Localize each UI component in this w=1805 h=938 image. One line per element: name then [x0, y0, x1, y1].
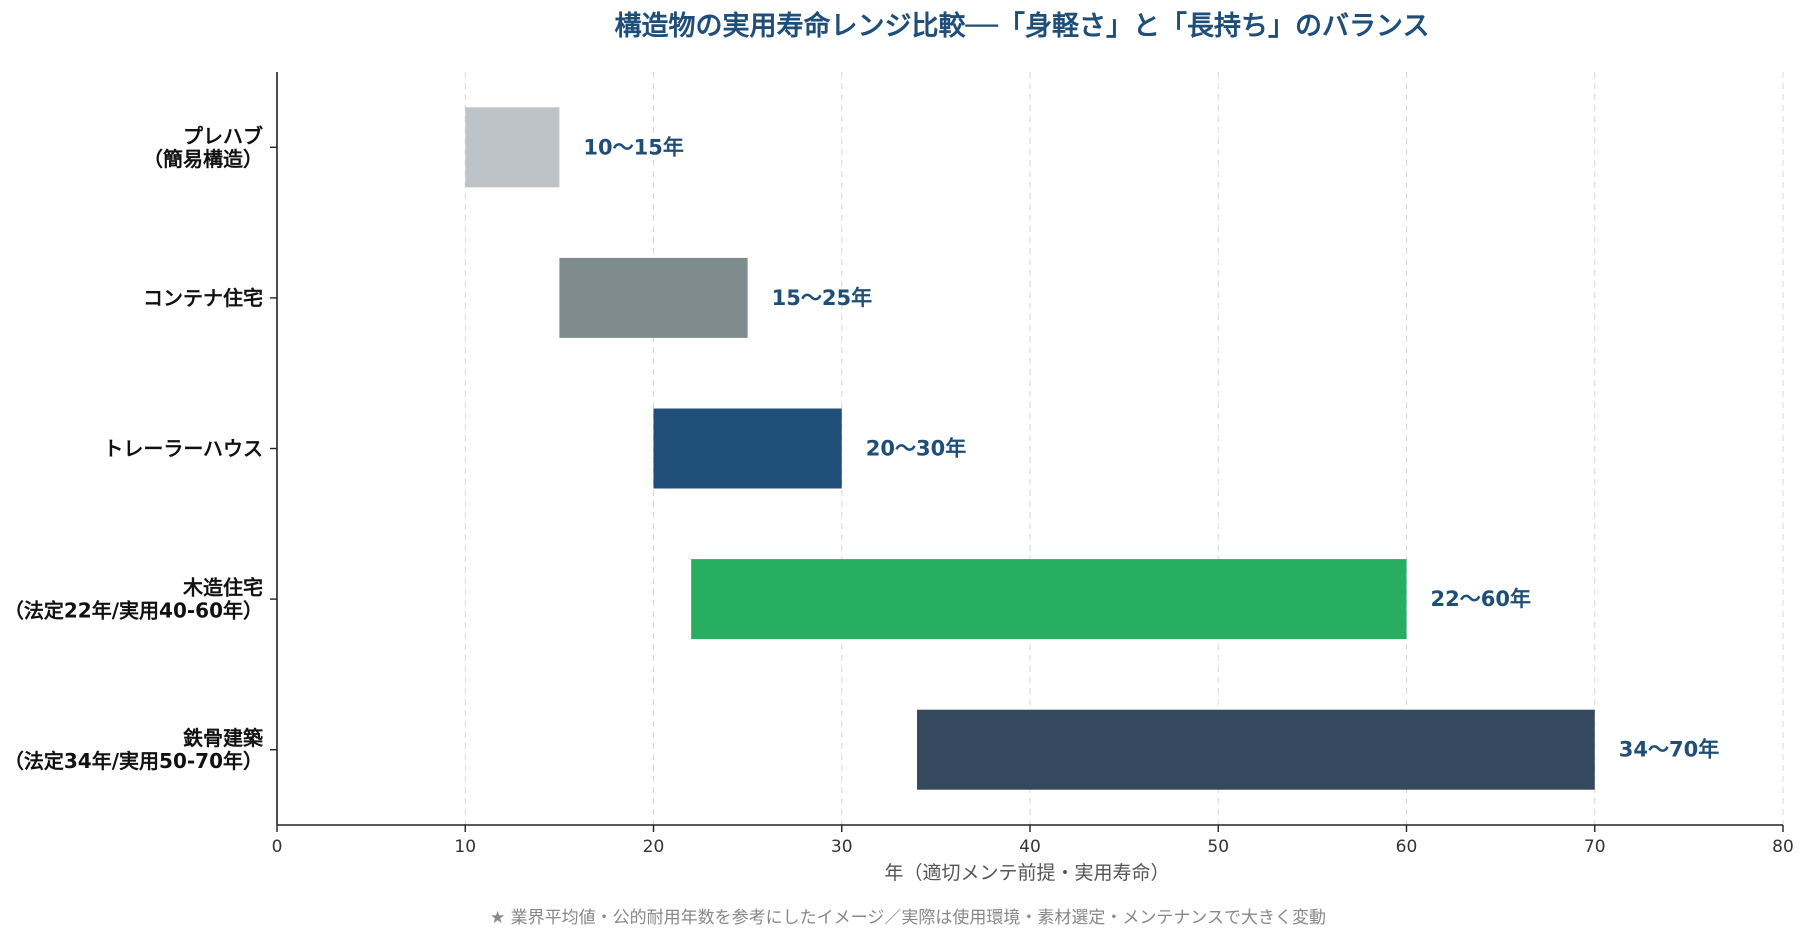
range-bar-1 [559, 257, 748, 338]
category-label-3-1: （法定22年/実用40-60年） [4, 599, 263, 623]
x-tick-label-50: 50 [1207, 837, 1229, 857]
category-label-4-1: （法定34年/実用50-70年） [4, 749, 263, 773]
x-tick-label-60: 60 [1396, 837, 1418, 857]
category-label-0-1: （簡易構造） [143, 147, 263, 171]
x-tick-label-20: 20 [643, 837, 665, 857]
x-tick-label-30: 30 [831, 837, 853, 857]
footnote: ★ 業界平均値・公的耐用年数を参考にしたイメージ／実際は使用環境・素材選定・メン… [490, 907, 1326, 928]
bars [465, 107, 1595, 790]
x-tick-label-80: 80 [1772, 837, 1794, 857]
category-label-4-0: 鉄骨建築 [183, 726, 264, 750]
x-tick-label-0: 0 [272, 837, 283, 857]
chart-title: 構造物の実用寿命レンジ比較──「身軽さ」と「長持ち」のバランス [615, 10, 1430, 42]
range-label-1: 15〜25年 [772, 286, 872, 310]
range-bar-2 [653, 408, 842, 489]
range-bar-3 [691, 559, 1407, 640]
x-tick-label-10: 10 [454, 837, 476, 857]
range-bar-0 [465, 107, 560, 188]
range-label-0: 10〜15年 [583, 135, 683, 159]
range-label-4: 34〜70年 [1619, 738, 1719, 762]
range-label-2: 20〜30年 [866, 437, 966, 461]
category-label-0-0: プレハブ [183, 124, 263, 148]
axes [270, 72, 1784, 832]
category-label-2-0: トレーラーハウス [103, 437, 263, 461]
x-axis-label: 年（適切メンテ前提・実用寿命） [884, 862, 1169, 884]
range-label-3: 22〜60年 [1431, 587, 1531, 611]
x-tick-label-70: 70 [1584, 837, 1606, 857]
category-label-1-0: コンテナ住宅 [143, 286, 263, 310]
range-bar-4 [917, 709, 1595, 790]
category-label-3-0: 木造住宅 [182, 576, 263, 600]
x-tick-label-40: 40 [1019, 837, 1041, 857]
labels: 10〜15年 15〜25年 20〜30年 22〜60年 34〜70年 0 10 20 30 40 5… [4, 124, 1794, 857]
